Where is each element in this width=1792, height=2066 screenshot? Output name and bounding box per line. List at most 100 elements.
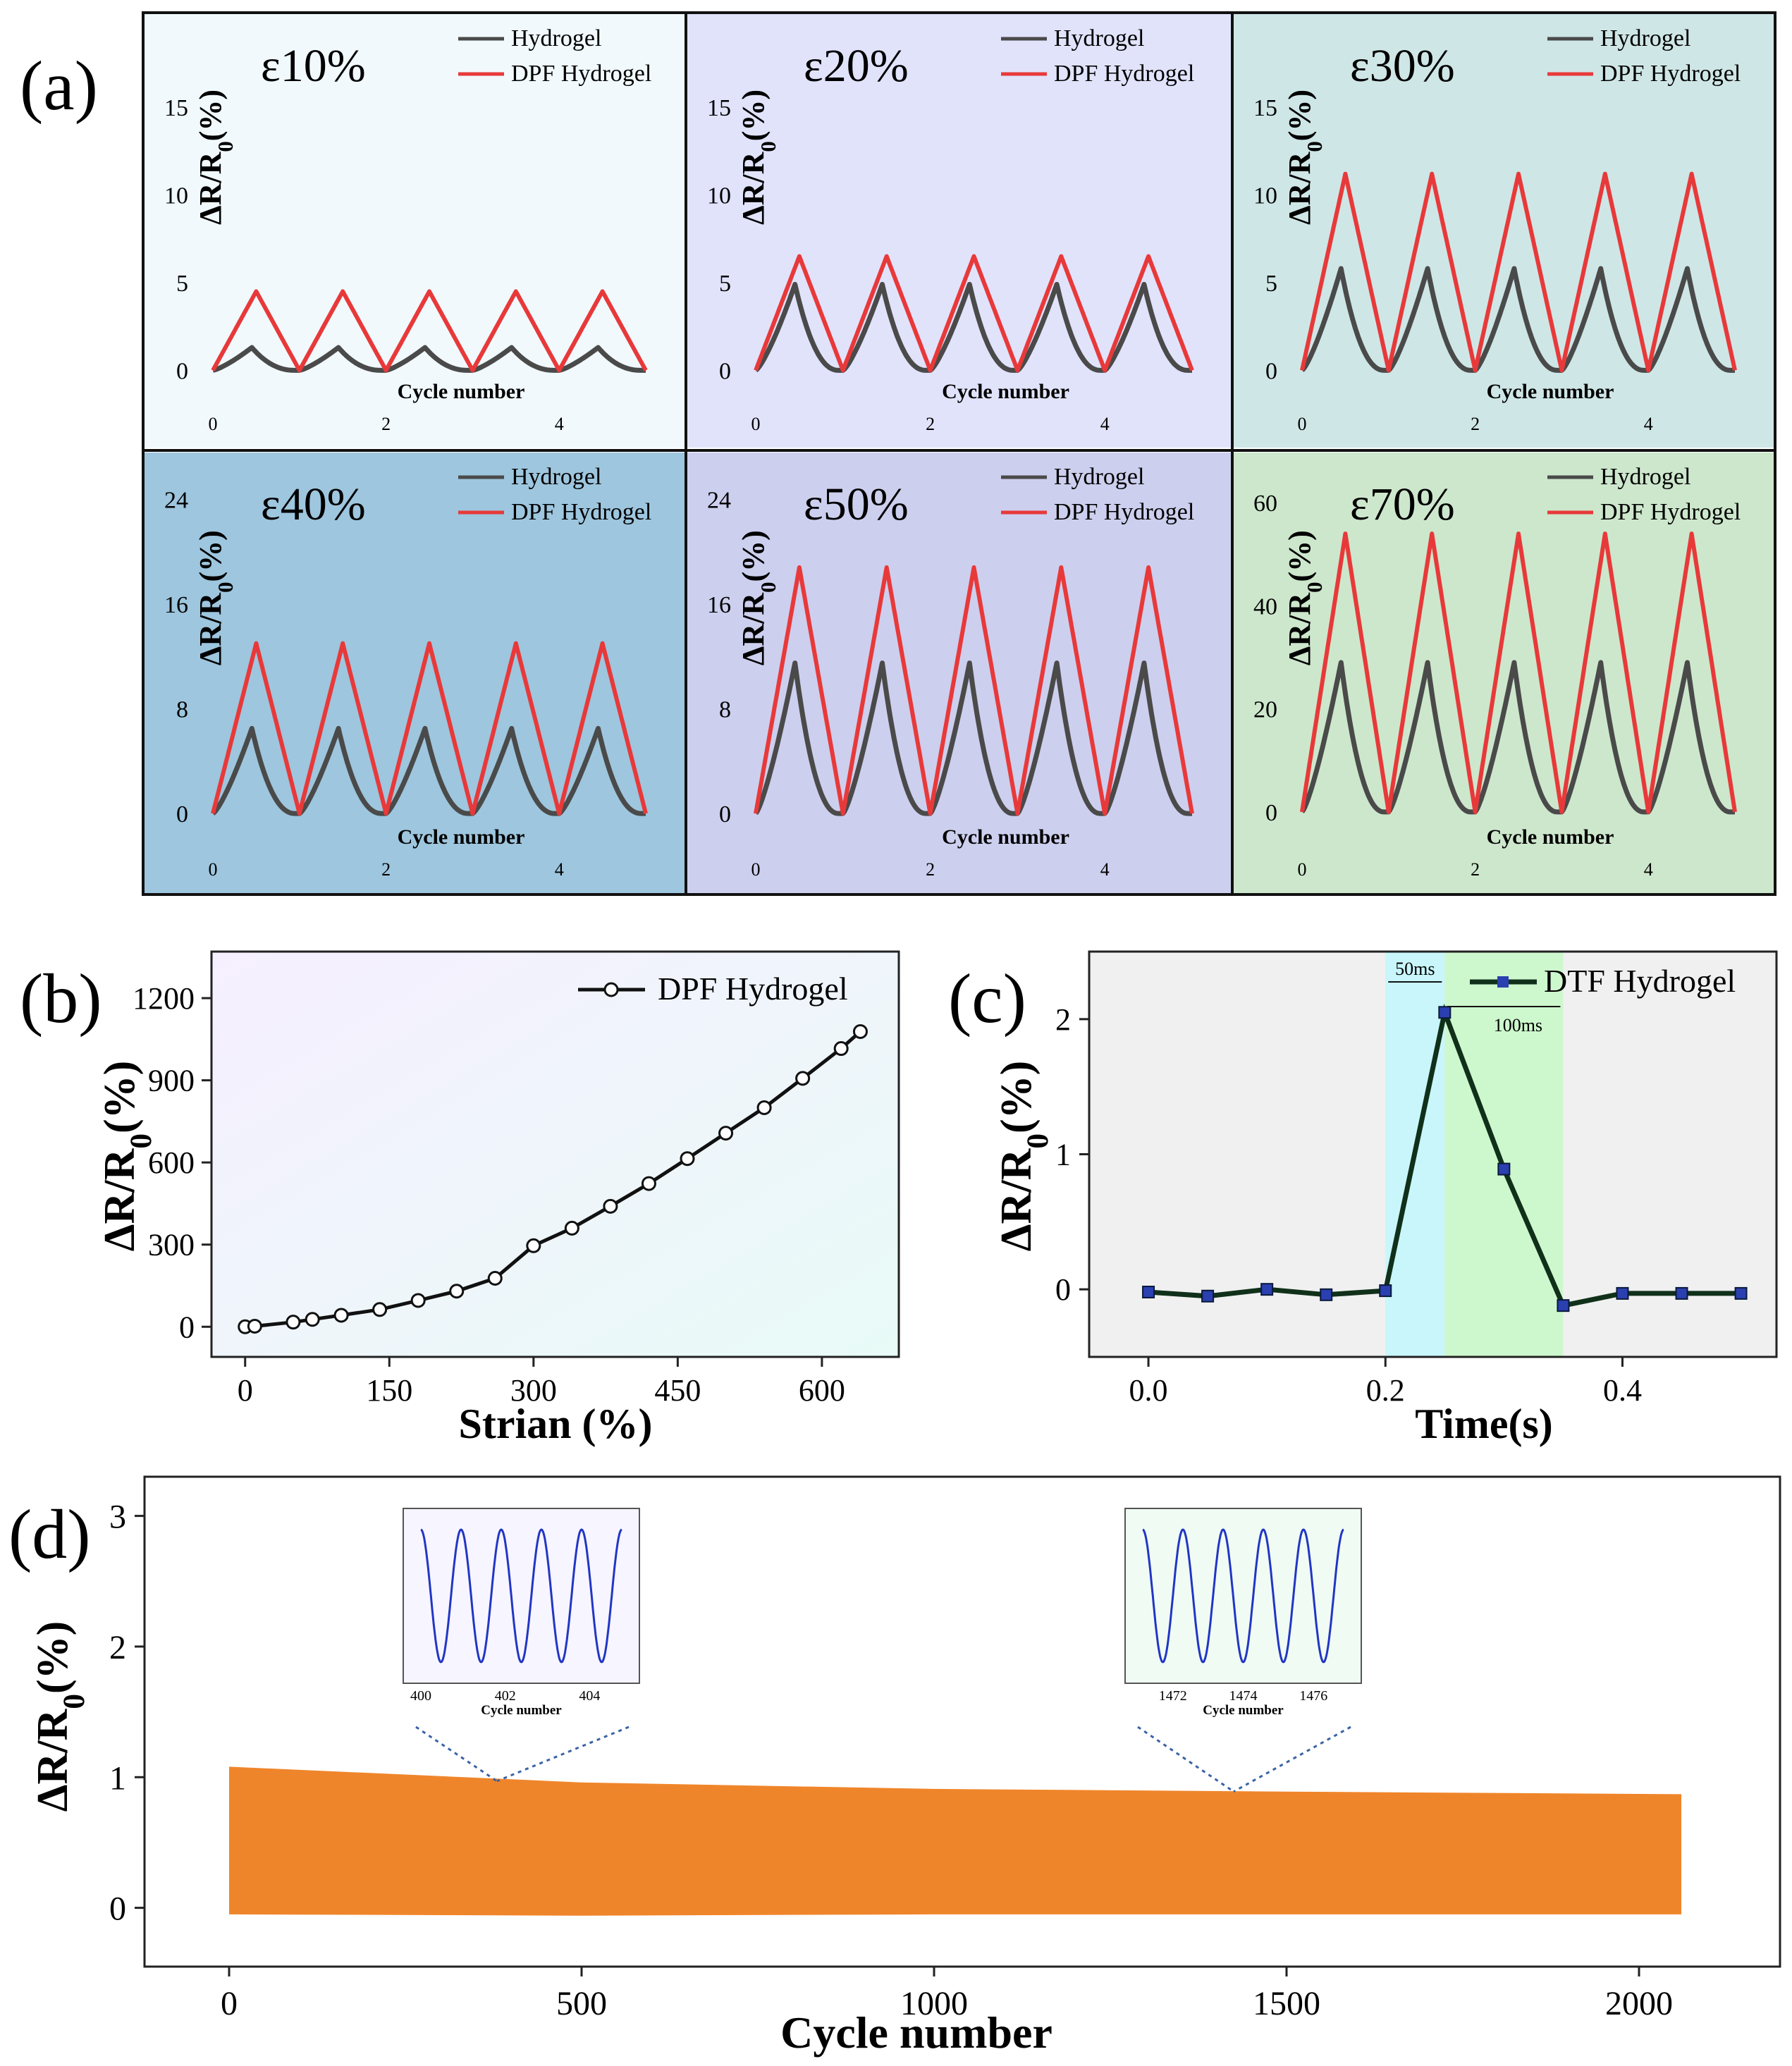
x-tick-label: 0: [1298, 859, 1307, 880]
subplot-title: ε10%: [261, 40, 366, 92]
inset-x-tick: 1472: [1159, 1688, 1187, 1704]
x-tick-label: 4: [1100, 414, 1110, 434]
annotation-label: 100ms: [1494, 1015, 1542, 1035]
legend-label: Hydrogel: [1600, 464, 1690, 490]
y-tick-label: 0: [176, 358, 188, 384]
x-axis-label: Strian (%): [459, 1401, 653, 1447]
inset-connector: [415, 1726, 498, 1783]
y-tick-label: 0: [109, 1890, 126, 1928]
x-tick-label: 4: [1100, 859, 1110, 880]
y-tick-label: 2: [109, 1629, 126, 1666]
y-tick-label: 5: [1265, 271, 1277, 297]
data-point: [1675, 1286, 1688, 1300]
chart-d: 0 1 2 3 0 500 1000 1500 2000 400 402 404 Cycle numbe…: [29, 1475, 1781, 2058]
legend-label: Hydrogel: [1054, 25, 1144, 51]
data-point: [680, 1151, 695, 1167]
x-axis-label: Cycle number: [398, 380, 525, 403]
x-tick-label: 300: [510, 1373, 557, 1408]
y-axis-label: ΔR/R0(%): [29, 1621, 91, 1812]
y-tick-label: 3: [109, 1499, 126, 1536]
y-tick-label: 1: [109, 1759, 126, 1797]
data-point: [1379, 1284, 1392, 1298]
x-tick-label: 4: [555, 859, 564, 880]
y-tick-label: 5: [719, 271, 731, 297]
legend-label: DPF Hydrogel: [1054, 61, 1194, 87]
x-tick-label: 0.4: [1603, 1373, 1642, 1408]
y-tick-label: 0: [179, 1310, 195, 1344]
y-tick-label: 0: [1055, 1272, 1071, 1307]
x-tick-label: 2: [1471, 859, 1480, 880]
x-tick-label: 600: [799, 1373, 845, 1408]
x-axis-label: Cycle number: [1487, 825, 1614, 849]
inset-x-tick: 1476: [1299, 1688, 1327, 1704]
x-tick-label: 2000: [1605, 1985, 1673, 2022]
panel-label-c: (c): [948, 959, 1026, 1038]
subplot-title: ε70%: [1350, 479, 1455, 530]
data-point: [247, 1318, 262, 1334]
legend-label: DPF Hydrogel: [658, 971, 848, 1007]
data-point: [526, 1238, 541, 1253]
y-tick-label: 0: [719, 358, 731, 384]
legend-label: Hydrogel: [1054, 464, 1144, 490]
y-tick-label: 1200: [133, 981, 195, 1016]
y-tick-label: 10: [1253, 183, 1277, 209]
data-point: [756, 1100, 772, 1115]
inset-connector: [496, 1726, 630, 1783]
data-point: [449, 1284, 465, 1299]
data-point: [1734, 1286, 1748, 1300]
data-point: [286, 1315, 301, 1330]
series-line-dpf-hydrogel: [1300, 171, 1737, 373]
subplot-background: [1234, 14, 1774, 448]
x-tick-label: 0: [751, 859, 761, 880]
legend-label: DPF Hydrogel: [511, 499, 651, 525]
legend-label: DPF Hydrogel: [511, 61, 651, 87]
y-tick-label: 8: [719, 697, 731, 723]
x-tick-label: 0: [751, 414, 761, 434]
inset-x-label: Cycle number: [1203, 1703, 1284, 1718]
y-tick-label: 10: [707, 183, 731, 209]
x-tick-label: 0: [209, 859, 218, 880]
y-tick-label: 0: [719, 801, 731, 828]
legend-label: Hydrogel: [511, 25, 601, 51]
x-tick-label: 450: [654, 1373, 701, 1408]
series-line-hydrogel: [754, 660, 1193, 816]
x-tick-label: 0.2: [1366, 1373, 1405, 1408]
data-point: [410, 1293, 426, 1308]
inset-connector: [1233, 1726, 1351, 1793]
x-axis-label: Cycle number: [1487, 380, 1614, 403]
data-point: [372, 1302, 388, 1317]
data-point: [795, 1071, 811, 1086]
subplot-background: [687, 14, 1231, 448]
inset-line: [420, 1528, 622, 1664]
series-line-hydrogel: [754, 281, 1193, 373]
data-point: [1557, 1299, 1570, 1312]
subplot-title: ε50%: [804, 479, 909, 530]
y-tick-label: 0: [1265, 800, 1277, 826]
plot-area: [210, 950, 900, 1358]
x-axis-label: Cycle number: [398, 825, 525, 849]
inset-line: [1142, 1528, 1344, 1664]
y-tick-label: 5: [176, 271, 188, 297]
panel-label-a: (a): [20, 47, 98, 125]
x-tick-label: 0: [1298, 414, 1307, 434]
legend-label: DPF Hydrogel: [1054, 499, 1194, 525]
series-line-hydrogel: [211, 725, 647, 816]
y-tick-label: 40: [1253, 594, 1277, 620]
inset-connector: [1137, 1726, 1234, 1793]
data-point: [641, 1176, 656, 1191]
data-point: [564, 1220, 579, 1236]
x-tick-label: 2: [926, 414, 935, 434]
x-tick-label: 1500: [1253, 1985, 1320, 2022]
y-tick-label: 8: [176, 697, 188, 723]
inset-x-tick: 1474: [1229, 1688, 1258, 1704]
data-point: [1142, 1286, 1155, 1298]
data-point: [1320, 1288, 1333, 1301]
inset-x-tick: 400: [410, 1688, 431, 1704]
data-point: [1438, 1006, 1452, 1019]
data-point: [718, 1126, 734, 1141]
